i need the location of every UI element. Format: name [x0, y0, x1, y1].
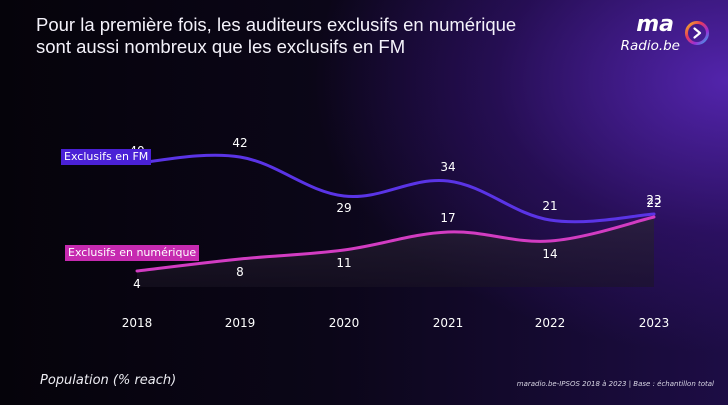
series-label-numerique: Exclusifs en numérique [65, 245, 200, 261]
x-tick-label: 2019 [225, 316, 256, 330]
data-label-fm: 29 [336, 201, 351, 215]
x-tick-label: 2018 [122, 316, 153, 330]
series-label-fm: Exclusifs en FM [61, 149, 152, 165]
maradio-logo: ma Radio.be [612, 12, 710, 60]
population-note: Population (% reach) [40, 373, 177, 388]
data-label-fm: 34 [440, 160, 455, 174]
data-label-fm: 23 [646, 193, 661, 207]
numerique-area [137, 217, 654, 287]
source-note: maradio.be-IPSOS 2018 à 2023 | Base : éc… [516, 380, 714, 388]
data-label-numerique: 14 [542, 247, 557, 261]
data-label-fm: 42 [232, 136, 247, 150]
x-tick-label: 2022 [535, 316, 566, 330]
play-circle-icon [685, 21, 709, 45]
data-label-fm: 21 [542, 199, 557, 213]
x-tick-label: 2021 [433, 316, 464, 330]
title-line-1: Pour la première fois, les auditeurs exc… [36, 14, 517, 35]
x-tick-label: 2023 [639, 316, 670, 330]
title-line-2: sont aussi nombreux que les exclusifs en… [36, 36, 406, 57]
x-tick-label: 2020 [329, 316, 360, 330]
page-title: Pour la première fois, les auditeurs exc… [36, 14, 556, 58]
data-label-numerique: 4 [133, 277, 141, 291]
logo-ma-text: ma [636, 12, 674, 37]
data-label-numerique: 11 [336, 256, 351, 270]
series-line-numerique [135, 215, 656, 273]
data-label-numerique: 22 [646, 196, 661, 210]
data-label-numerique: 17 [440, 211, 455, 225]
series-line-fm [135, 153, 656, 224]
data-label-numerique: 8 [236, 265, 244, 279]
logo-radio-text: Radio.be [620, 38, 680, 54]
